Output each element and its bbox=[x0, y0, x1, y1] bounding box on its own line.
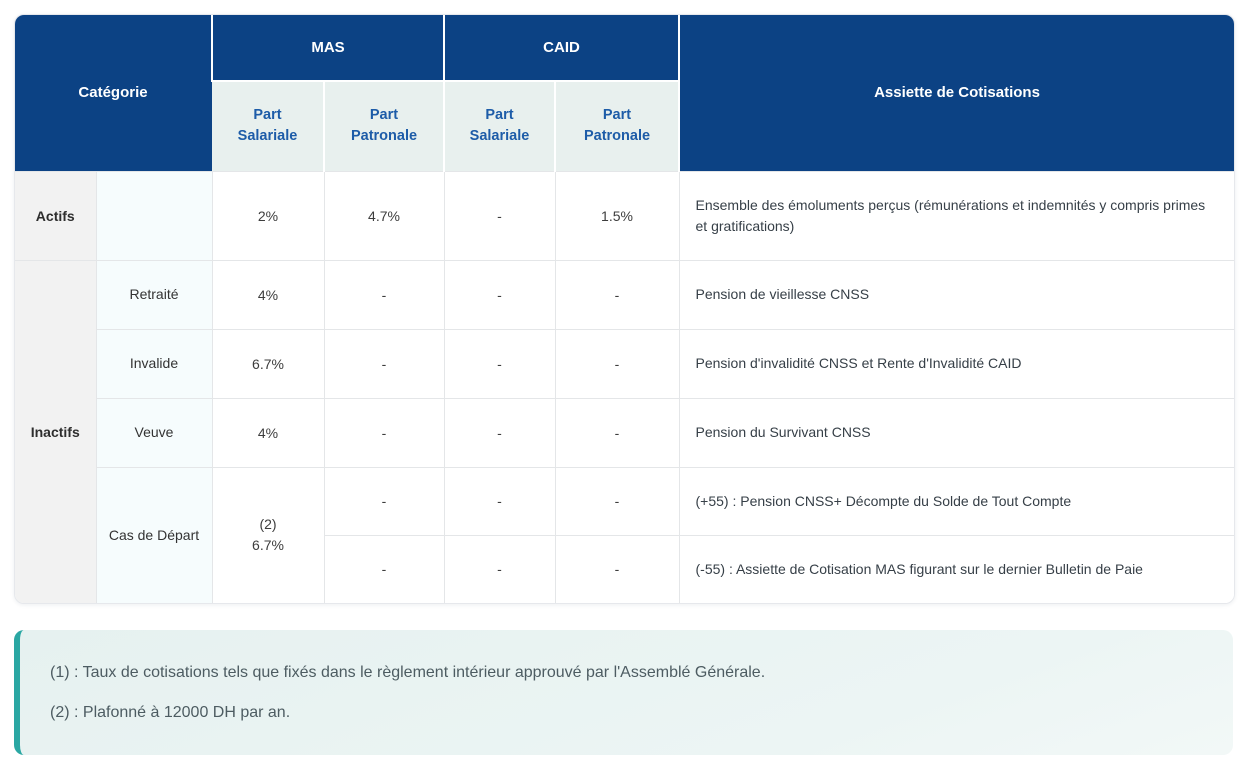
cell-actifs-caid-salariale: - bbox=[444, 170, 556, 260]
table-body: Actifs 2% 4.7% - 1.5% Ensemble des émolu… bbox=[15, 170, 1234, 603]
cell-minus55-caid-patronale: - bbox=[555, 534, 680, 603]
cell-veuve-assiette: Pension du Survivant CNSS bbox=[679, 397, 1234, 467]
header-group-caid: CAID bbox=[442, 15, 680, 82]
cell-minus55-mas-patronale: - bbox=[324, 534, 445, 603]
header-assiette: Assiette de Cotisations bbox=[678, 15, 1234, 171]
subcategory-invalide: Invalide bbox=[96, 328, 213, 398]
cell-veuve-caid-patronale: - bbox=[555, 397, 680, 467]
cell-invalide-caid-patronale: - bbox=[555, 328, 680, 398]
cell-plus55-caid-salariale: - bbox=[444, 466, 556, 535]
row-actifs: Actifs 2% 4.7% - 1.5% Ensemble des émolu… bbox=[15, 170, 1234, 260]
cell-invalide-caid-salariale: - bbox=[444, 328, 556, 398]
footnote-2: (2) : Plafonné à 12000 DH par an. bbox=[50, 703, 291, 721]
row-retraite: Inactifs Retraité 4% - - - Pension de vi… bbox=[15, 259, 1234, 603]
row-veuve: Veuve 4% - - - Pension du Survivant CNSS bbox=[15, 397, 1234, 467]
header-row-groups: Catégorie MAS CAID Assiette de Cotisatio… bbox=[15, 15, 1234, 171]
cell-retraite-mas-salariale: 4% bbox=[212, 259, 325, 329]
cell-plus55-assiette: (+55) : Pension CNSS+ Décompte du Solde … bbox=[679, 466, 1234, 535]
subcategory-veuve: Veuve bbox=[96, 397, 213, 467]
cell-cas-depart-mas-salariale: (2) 6.7% bbox=[212, 466, 325, 603]
cell-minus55-caid-salariale: - bbox=[444, 534, 556, 603]
header-group-mas: MAS bbox=[211, 15, 444, 82]
row-invalide: Invalide 6.7% - - - Pension d'invalidité… bbox=[15, 328, 1234, 398]
cell-veuve-caid-salariale: - bbox=[444, 397, 556, 467]
header-categorie: Catégorie bbox=[15, 15, 212, 171]
cell-plus55-caid-patronale: - bbox=[555, 466, 680, 535]
header-row-subcolumns: Part Salariale Part Patronale Part Salar… bbox=[15, 81, 1234, 171]
cell-plus55-mas-patronale: - bbox=[324, 466, 445, 535]
cell-veuve-mas-patronale: - bbox=[324, 397, 445, 467]
table-header: Catégorie MAS CAID Assiette de Cotisatio… bbox=[15, 15, 1234, 171]
row-cas-depart-minus55: - - - (-55) : Assiette de Cotisation MAS… bbox=[15, 534, 1234, 603]
header-caid-part-patronale: Part Patronale bbox=[553, 81, 680, 171]
category-actifs: Actifs bbox=[15, 170, 97, 260]
subcategory-retraite: Retraité bbox=[96, 259, 213, 329]
cell-retraite-caid-salariale: - bbox=[444, 259, 556, 329]
cell-veuve-mas-salariale: 4% bbox=[212, 397, 325, 467]
cell-retraite-caid-patronale: - bbox=[555, 259, 680, 329]
cell-invalide-mas-salariale: 6.7% bbox=[212, 328, 325, 398]
cas-depart-rate: 6.7% bbox=[252, 537, 284, 554]
subcategory-cas-depart: Cas de Départ bbox=[96, 466, 213, 603]
subcategory-actifs-empty bbox=[96, 170, 213, 260]
cell-retraite-assiette: Pension de vieillesse CNSS bbox=[679, 259, 1234, 329]
cell-actifs-mas-salariale: 2% bbox=[212, 170, 325, 260]
header-caid-part-salariale: Part Salariale bbox=[443, 81, 555, 171]
footnotes-box: (1) : Taux de cotisations tels que fixés… bbox=[14, 630, 1233, 755]
row-cas-depart-plus55: Cas de Départ (2) 6.7% - - - (+55) : Pen… bbox=[15, 466, 1234, 603]
cell-minus55-assiette: (-55) : Assiette de Cotisation MAS figur… bbox=[679, 534, 1234, 603]
header-mas-part-salariale: Part Salariale bbox=[212, 81, 324, 171]
cell-actifs-assiette: Ensemble des émoluments perçus (rémunéra… bbox=[679, 170, 1234, 260]
header-mas-part-patronale: Part Patronale bbox=[323, 81, 444, 171]
cell-retraite-mas-patronale: - bbox=[324, 259, 445, 329]
cotisations-table-container: Catégorie MAS CAID Assiette de Cotisatio… bbox=[14, 14, 1235, 604]
cotisations-table: Catégorie MAS CAID Assiette de Cotisatio… bbox=[15, 15, 1234, 603]
cell-invalide-assiette: Pension d'invalidité CNSS et Rente d'Inv… bbox=[679, 328, 1234, 398]
cell-actifs-mas-patronale: 4.7% bbox=[324, 170, 445, 260]
cell-actifs-caid-patronale: 1.5% bbox=[555, 170, 680, 260]
footnote-1: (1) : Taux de cotisations tels que fixés… bbox=[50, 663, 766, 681]
category-inactifs: Inactifs bbox=[15, 259, 97, 603]
cell-invalide-mas-patronale: - bbox=[324, 328, 445, 398]
cas-depart-note-ref: (2) bbox=[259, 516, 277, 533]
